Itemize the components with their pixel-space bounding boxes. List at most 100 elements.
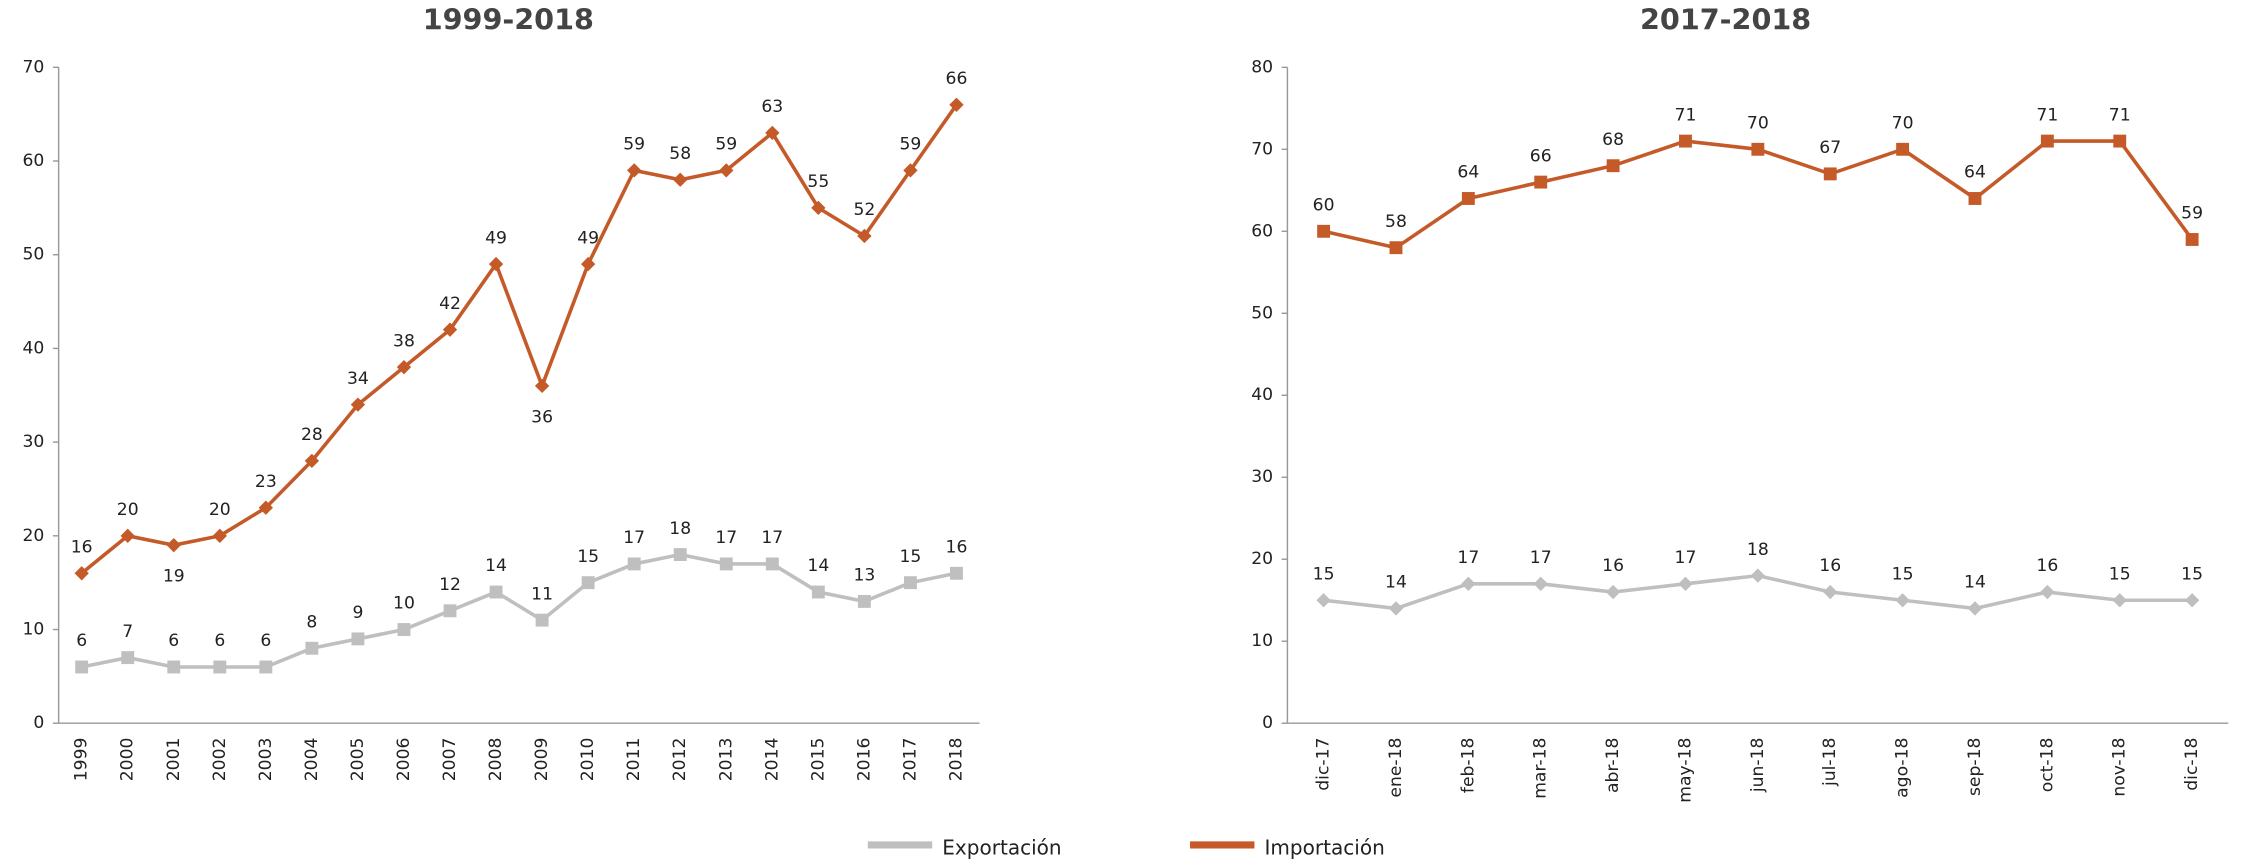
data-label: 16 <box>1819 556 1841 576</box>
data-label: 6 <box>214 631 225 651</box>
x-tick-label: 2018 <box>946 738 966 782</box>
marker <box>2112 593 2127 608</box>
y-tick-label: 70 <box>22 57 44 77</box>
data-label: 16 <box>1602 556 1624 576</box>
data-label: 14 <box>1964 573 1986 593</box>
marker <box>1678 576 1693 591</box>
data-label: 59 <box>623 135 645 155</box>
x-tick-label: 1999 <box>72 738 92 782</box>
data-label: 55 <box>807 172 829 192</box>
x-tick-label: dic-17 <box>1314 738 1334 791</box>
y-tick-label: 60 <box>22 151 44 171</box>
chart-title: 1999-2018 <box>423 2 594 36</box>
marker <box>1533 576 1548 591</box>
data-label: 20 <box>209 500 231 520</box>
marker <box>1750 568 1766 583</box>
data-label: 15 <box>1313 564 1335 584</box>
data-label: 34 <box>347 369 369 389</box>
y-tick-label: 0 <box>33 713 44 733</box>
marker <box>259 660 273 674</box>
marker <box>1679 134 1692 148</box>
y-tick-label: 30 <box>22 432 44 452</box>
marker <box>75 660 89 674</box>
data-label: 19 <box>163 567 185 587</box>
y-tick-label: 10 <box>1251 631 1273 651</box>
y-tick-label: 60 <box>1251 221 1273 241</box>
marker <box>74 566 89 581</box>
x-tick-label: 2001 <box>164 738 184 782</box>
data-label: 15 <box>1892 564 1914 584</box>
series-line <box>1323 139 2194 250</box>
marker <box>1389 241 1403 255</box>
x-tick-label: 2016 <box>854 738 874 782</box>
marker <box>580 256 596 272</box>
legend-label: Importación <box>1264 836 1384 860</box>
data-label: 15 <box>2181 564 2203 584</box>
data-label: 58 <box>669 144 691 164</box>
data-label: 18 <box>669 519 691 539</box>
marker <box>1896 142 1910 156</box>
marker <box>1967 601 1983 616</box>
y-tick-label: 0 <box>1262 713 1273 733</box>
x-tick-label: 2004 <box>302 738 322 782</box>
x-tick-label: 2009 <box>532 738 552 782</box>
data-label: 17 <box>623 528 645 548</box>
data-label: 64 <box>1964 163 1986 183</box>
data-label: 14 <box>1385 573 1407 593</box>
y-tick-label: 50 <box>1251 303 1273 323</box>
marker <box>1823 584 1838 600</box>
marker <box>1317 224 1331 238</box>
marker <box>1606 159 1620 173</box>
data-label: 66 <box>1530 146 1552 166</box>
marker <box>673 548 687 562</box>
data-label: 71 <box>2109 105 2131 125</box>
x-tick-label: dic-18 <box>2182 738 2202 791</box>
data-label: 17 <box>761 528 783 548</box>
x-tick-label: jul-18 <box>1820 738 1840 787</box>
y-tick-label: 20 <box>22 526 44 546</box>
data-label: 6 <box>76 631 87 651</box>
data-label: 59 <box>715 135 737 155</box>
data-label: 17 <box>1530 548 1552 568</box>
marker <box>212 528 227 543</box>
x-tick-label: may-18 <box>1675 738 1695 803</box>
data-label: 11 <box>531 584 553 604</box>
data-label: 10 <box>393 594 415 614</box>
x-tick-label: 2000 <box>118 738 138 782</box>
data-label: 16 <box>946 538 968 558</box>
marker <box>1751 142 1765 156</box>
marker <box>443 604 457 618</box>
x-tick-label: ene-18 <box>1386 738 1406 798</box>
x-tick-label: 2013 <box>716 738 736 782</box>
marker <box>1534 175 1548 189</box>
series-line <box>81 552 957 669</box>
data-label: 68 <box>1602 130 1624 150</box>
marker <box>1388 601 1404 616</box>
y-tick-label: 40 <box>1251 385 1273 405</box>
data-label: 71 <box>2036 105 2058 125</box>
data-label: 49 <box>577 228 599 248</box>
data-label: 9 <box>352 603 363 623</box>
x-tick-label: abr-18 <box>1603 738 1623 793</box>
marker <box>1895 593 1910 608</box>
data-label: 15 <box>900 547 922 567</box>
marker <box>857 594 871 608</box>
marker <box>903 163 918 178</box>
y-tick-label: 10 <box>22 620 44 640</box>
marker <box>166 538 181 553</box>
marker <box>581 576 595 590</box>
marker <box>1461 576 1476 591</box>
legend-label: Exportación <box>942 836 1061 860</box>
data-label: 64 <box>1457 163 1479 183</box>
data-label: 18 <box>1747 540 1769 560</box>
data-label: 38 <box>393 331 415 351</box>
x-tick-label: 2007 <box>440 738 460 782</box>
data-label: 17 <box>1457 548 1479 568</box>
data-label: 60 <box>1313 196 1335 216</box>
x-tick-label: 2002 <box>210 738 230 782</box>
x-tick-label: 2015 <box>808 738 828 782</box>
y-tick-label: 20 <box>1251 549 1273 569</box>
marker <box>1316 593 1331 608</box>
marker <box>213 660 227 674</box>
x-tick-label: 2006 <box>394 738 414 782</box>
